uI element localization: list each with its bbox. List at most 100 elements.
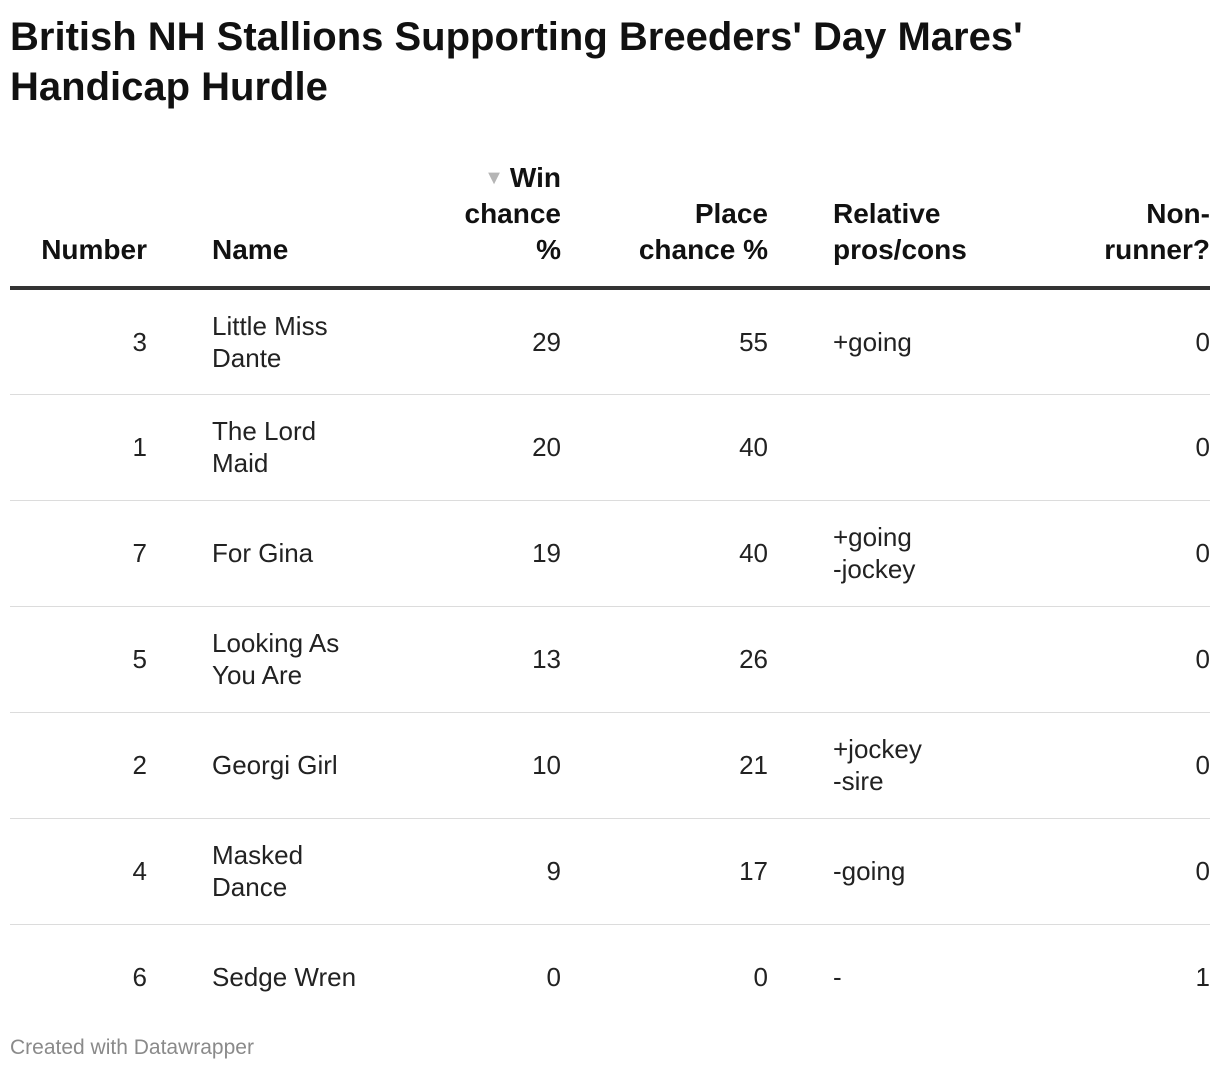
cell-win-chance: 20 [437, 394, 561, 501]
cell-win-chance-text: 19 [532, 538, 561, 568]
cell-win-chance-text: 20 [532, 432, 561, 462]
cell-non-runner-text: 1 [1195, 962, 1210, 993]
cell-name-text: For Gina [212, 538, 314, 568]
cell-number: 5 [10, 606, 147, 713]
header-non-runner[interactable]: Non-runner? [1038, 160, 1210, 290]
cell-place-chance-text: 0 [753, 962, 768, 993]
cell-name-text: The Lord Maid [212, 416, 317, 478]
cell-name: Masked Dance [147, 818, 437, 925]
table-body: 3 Little Miss Dante 29 55 +going 0 1 The Lord M… [10, 288, 1210, 1030]
cell-number: 1 [10, 394, 147, 501]
table-row: 7 For Gina 19 40 +going -jockey 0 [10, 500, 1210, 607]
cell-place-chance: 21 [561, 712, 768, 819]
cell-place-chance: 40 [561, 500, 768, 607]
header-pros-cons[interactable]: Relative pros/cons [768, 160, 1038, 290]
cell-win-chance-text: 13 [532, 644, 561, 674]
cell-win-chance: 29 [437, 288, 561, 395]
cell-pros-cons [768, 606, 1038, 713]
cell-pros-cons: +going [768, 288, 1038, 395]
cell-place-chance-text: 40 [739, 432, 768, 462]
cell-win-chance-text: 29 [532, 326, 561, 357]
cell-win-chance: 19 [437, 500, 561, 607]
cell-non-runner: 0 [1038, 606, 1210, 713]
cell-pros-cons-text: +going [833, 326, 912, 357]
table-row: 2 Georgi Girl 10 21 +jockey -sire 0 [10, 712, 1210, 819]
cell-number: 2 [10, 712, 147, 819]
cell-place-chance-text: 17 [739, 856, 768, 886]
cell-non-runner-text: 0 [1195, 326, 1210, 357]
cell-win-chance: 10 [437, 712, 561, 819]
cell-pros-cons: - [768, 924, 1038, 1030]
cell-place-chance-text: 26 [739, 644, 768, 674]
cell-name-text: Georgi Girl [212, 750, 338, 780]
cell-name: Georgi Girl [147, 712, 437, 819]
cell-name: Sedge Wren [147, 924, 437, 1030]
cell-non-runner-text: 0 [1195, 432, 1210, 462]
cell-non-runner-text: 0 [1195, 644, 1210, 674]
cell-name: Looking As You Are [147, 606, 437, 713]
cell-win-chance: 9 [437, 818, 561, 925]
cell-pros-cons-text: -going [833, 856, 906, 886]
cell-name-text: Masked Dance [212, 840, 304, 902]
cell-name: For Gina [147, 500, 437, 607]
cell-number-text: 5 [132, 644, 147, 674]
data-table: Number Name ▼ Win chance % Place chance % R… [10, 160, 1210, 1030]
cell-number-text: 4 [132, 856, 147, 886]
table-row: 4 Masked Dance 9 17 -going 0 [10, 818, 1210, 925]
footer-credit[interactable]: Created with Datawrapper [10, 1036, 254, 1059]
cell-number: 3 [10, 288, 147, 395]
cell-pros-cons: +jockey -sire [768, 712, 1038, 819]
cell-non-runner: 0 [1038, 394, 1210, 501]
cell-number-text: 3 [132, 326, 147, 357]
cell-place-chance-text: 21 [739, 750, 768, 780]
cell-win-chance: 0 [437, 924, 561, 1030]
cell-non-runner-text: 0 [1195, 538, 1210, 568]
cell-non-runner: 0 [1038, 500, 1210, 607]
cell-win-chance-text: 9 [546, 856, 561, 886]
cell-number-text: 6 [132, 962, 147, 993]
header-place-chance[interactable]: Place chance % [561, 160, 768, 290]
header-name[interactable]: Name [147, 160, 437, 290]
table-row: 5 Looking As You Are 13 26 0 [10, 606, 1210, 713]
table-row: 6 Sedge Wren 0 0 - 1 [10, 924, 1210, 1030]
cell-name: Little Miss Dante [147, 288, 437, 395]
cell-non-runner-text: 0 [1195, 750, 1210, 780]
cell-place-chance: 55 [561, 288, 768, 395]
cell-pros-cons [768, 394, 1038, 501]
header-number[interactable]: Number [10, 160, 147, 290]
cell-non-runner: 0 [1038, 818, 1210, 925]
cell-place-chance: 17 [561, 818, 768, 925]
cell-pros-cons: -going [768, 818, 1038, 925]
cell-place-chance-text: 55 [739, 326, 768, 357]
cell-place-chance: 26 [561, 606, 768, 713]
cell-win-chance-text: 10 [532, 750, 561, 780]
cell-place-chance-text: 40 [739, 538, 768, 568]
cell-non-runner-text: 0 [1195, 856, 1210, 886]
table-row: 1 The Lord Maid 20 40 0 [10, 394, 1210, 501]
sort-descending-icon: ▼ [484, 167, 504, 189]
cell-name-text: Sedge Wren [212, 962, 357, 993]
cell-number: 4 [10, 818, 147, 925]
cell-pros-cons-text: +going -jockey [833, 522, 916, 584]
cell-win-chance-text: 0 [546, 962, 561, 993]
cell-number-text: 1 [132, 432, 147, 462]
cell-name-text: Looking As You Are [212, 628, 340, 690]
cell-place-chance: 40 [561, 394, 768, 501]
cell-number: 6 [10, 924, 147, 1030]
cell-number-text: 7 [132, 538, 147, 568]
header-win-chance[interactable]: ▼ Win chance % [437, 160, 561, 290]
cell-non-runner: 0 [1038, 712, 1210, 819]
cell-name-text: Little Miss Dante [212, 310, 328, 373]
cell-name: The Lord Maid [147, 394, 437, 501]
cell-win-chance: 13 [437, 606, 561, 713]
cell-pros-cons-text: - [833, 962, 842, 993]
cell-pros-cons-text: +jockey -sire [833, 734, 922, 796]
cell-pros-cons: +going -jockey [768, 500, 1038, 607]
cell-non-runner: 1 [1038, 924, 1210, 1030]
cell-place-chance: 0 [561, 924, 768, 1030]
table-row: 3 Little Miss Dante 29 55 +going 0 [10, 288, 1210, 395]
header-row: Number Name ▼ Win chance % Place chance % R… [10, 160, 1210, 290]
cell-number: 7 [10, 500, 147, 607]
cell-non-runner: 0 [1038, 288, 1210, 395]
cell-number-text: 2 [132, 750, 147, 780]
